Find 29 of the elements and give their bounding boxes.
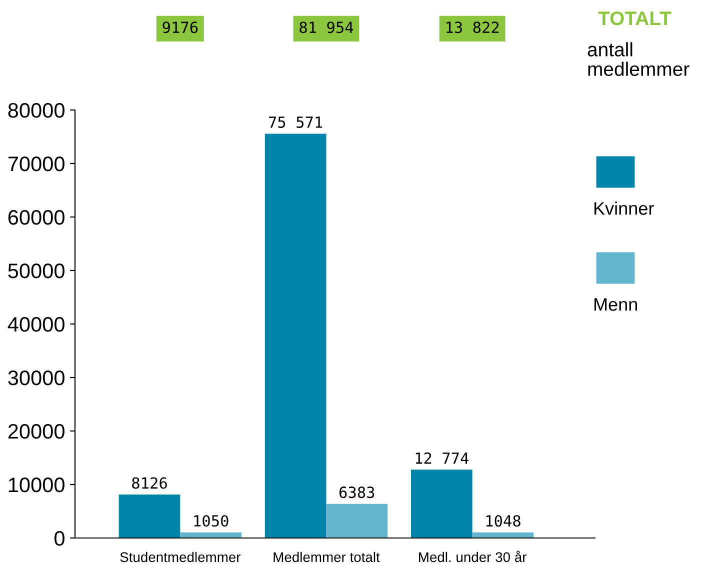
data-label: 6383 [340, 486, 374, 498]
data-label: 1048 [486, 515, 520, 527]
y-tick-label: 0 [54, 531, 64, 546]
data-label: 75 571 [269, 116, 322, 128]
legend-label: Menn [594, 298, 637, 311]
y-tick-label: 30000 [8, 370, 64, 386]
y-tick-label: 10000 [8, 478, 64, 492]
bar [326, 504, 388, 538]
bar [264, 134, 326, 538]
bar [118, 494, 180, 538]
bar [410, 470, 472, 538]
data-label: 12 774 [416, 452, 468, 464]
y-tick-label: 20000 [8, 424, 64, 439]
text: antall medlemmer [588, 42, 690, 76]
x-tick-label: Studentmedlemmer [120, 552, 241, 562]
y-tick-label: 40000 [8, 317, 64, 332]
text: 9176 [162, 22, 198, 34]
text: 13 822 [446, 22, 499, 34]
text: TOTALT [598, 11, 672, 26]
text: 81 954 [300, 22, 354, 34]
data-label: 1050 [194, 515, 228, 527]
y-tick-label: 80000 [8, 103, 64, 118]
x-tick-label: Medlemmer totalt [274, 552, 380, 562]
y-tick-label: 70000 [8, 156, 64, 172]
x-tick-label: Medl. under 30 år [419, 550, 527, 562]
y-tick-label: 50000 [8, 264, 64, 278]
data-label: 8126 [132, 477, 167, 489]
y-tick-label: 60000 [8, 210, 64, 225]
legend-label: Kvinner [594, 202, 654, 215]
